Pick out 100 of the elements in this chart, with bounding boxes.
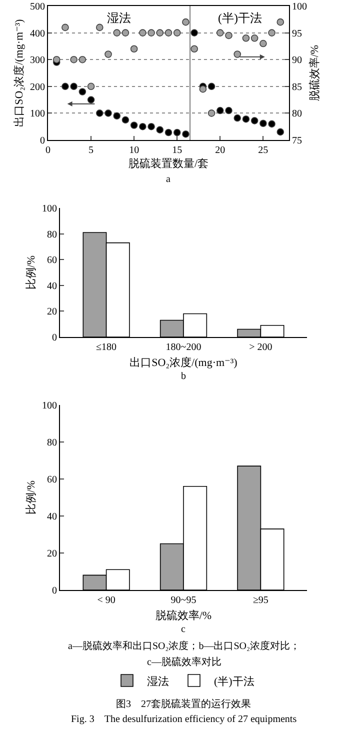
text: b [181, 371, 186, 382]
text: a—脱硫效率和出口SO₂浓度；b—出口SO₂浓度对比； [68, 640, 300, 652]
point [268, 29, 276, 36]
y-tick-label: 100 [30, 108, 45, 120]
point [78, 88, 86, 96]
y-tick-label: 200 [30, 82, 45, 93]
point [276, 18, 284, 26]
point [225, 106, 232, 114]
point [260, 40, 267, 48]
point [156, 126, 164, 134]
y-tick-label: 20 [47, 548, 57, 560]
point [87, 82, 95, 90]
caption: 图3 27套脱硫装置的运行效果 [116, 698, 251, 710]
y2-tick-label: 95 [292, 28, 302, 40]
point [242, 34, 250, 42]
point [104, 50, 112, 58]
x-axis-title: 出口SO₂浓度/(mg·m⁻³) [130, 356, 238, 370]
point [139, 122, 146, 130]
point [96, 110, 104, 117]
point [250, 117, 258, 124]
x-tick-label: 10 [129, 145, 140, 156]
point [216, 29, 224, 36]
point [62, 82, 69, 90]
y-tick-label: 100 [42, 204, 57, 214]
y-tick-label: 40 [47, 512, 57, 522]
y-tick-label: 60 [47, 255, 57, 266]
point [182, 18, 190, 26]
y-tick-label: 20 [47, 306, 57, 318]
point [122, 116, 130, 124]
point [70, 56, 78, 64]
x-axis-title: 脱硫装置数量/套 [128, 157, 209, 170]
annotation: 湿法 [107, 11, 131, 25]
legend-label: 湿法 [147, 674, 169, 688]
y-tick-label: 60 [47, 474, 57, 486]
text: a [166, 174, 171, 185]
legend-label: (半)干法 [214, 674, 254, 688]
x-tick-label: 180~200 [166, 342, 202, 353]
y-tick-label: 0 [52, 332, 57, 344]
y-tick-label: 500 [30, 2, 45, 12]
point [199, 85, 207, 93]
point [130, 122, 138, 129]
x-tick-label: ≤180 [96, 342, 117, 353]
point [148, 29, 155, 36]
y-tick-label: 0 [40, 136, 45, 146]
point [164, 128, 172, 136]
y-axis-title: 比例/% [24, 480, 38, 515]
point [250, 34, 258, 42]
y-tick-label: 100 [42, 400, 57, 412]
x-tick-label: 15 [172, 145, 182, 156]
y2-tick-label: 80 [292, 108, 302, 120]
point [190, 29, 198, 36]
y-axis-title: 比例/% [24, 255, 38, 290]
y-tick-label: 40 [47, 280, 57, 292]
x-axis-title: 脱硫效率/% [155, 609, 212, 622]
y2-tick-label: 75 [292, 136, 302, 146]
point [173, 29, 181, 36]
x-tick-label: ≥95 [252, 595, 268, 606]
point [130, 45, 138, 53]
point [122, 29, 130, 36]
y2-axis-title: 脱硫效率/% [308, 44, 322, 102]
point [52, 56, 60, 64]
y-tick-label: 0 [52, 586, 57, 596]
point [104, 110, 112, 117]
point [234, 50, 242, 58]
point [242, 115, 250, 123]
point [276, 128, 284, 136]
y2-tick-label: 90 [292, 55, 302, 66]
x-tick-label: 25 [258, 145, 268, 156]
point [268, 120, 276, 128]
x-tick-label: 90~95 [170, 595, 196, 606]
point [173, 128, 181, 136]
point [96, 24, 104, 32]
annotation: (半)干法 [218, 11, 262, 25]
point [225, 32, 232, 40]
y-tick-label: 400 [30, 28, 45, 40]
point [139, 29, 146, 36]
point [208, 82, 216, 90]
point [148, 122, 155, 130]
point [113, 112, 121, 120]
point [62, 24, 69, 32]
x-tick-label: 20 [215, 145, 226, 156]
x-tick-label: 5 [88, 145, 94, 156]
point [87, 96, 95, 104]
y-tick-label: 80 [47, 229, 57, 240]
point [164, 29, 172, 36]
point [113, 29, 121, 36]
point [156, 29, 164, 36]
point [208, 110, 216, 117]
y-tick-label: 300 [30, 55, 45, 66]
caption: Fig. 3 The desulfurization efficiency of 27 equipments [71, 714, 297, 725]
point [190, 45, 198, 53]
point [78, 56, 86, 64]
point [260, 120, 267, 128]
point [70, 82, 78, 90]
y-axis-title: 出口SO₂浓度/(mg·m⁻³) [12, 18, 26, 127]
point [216, 106, 224, 114]
point [234, 114, 242, 122]
text: c [181, 624, 186, 635]
y2-tick-label: 100 [292, 2, 307, 12]
x-tick-label: < 90 [97, 595, 116, 606]
